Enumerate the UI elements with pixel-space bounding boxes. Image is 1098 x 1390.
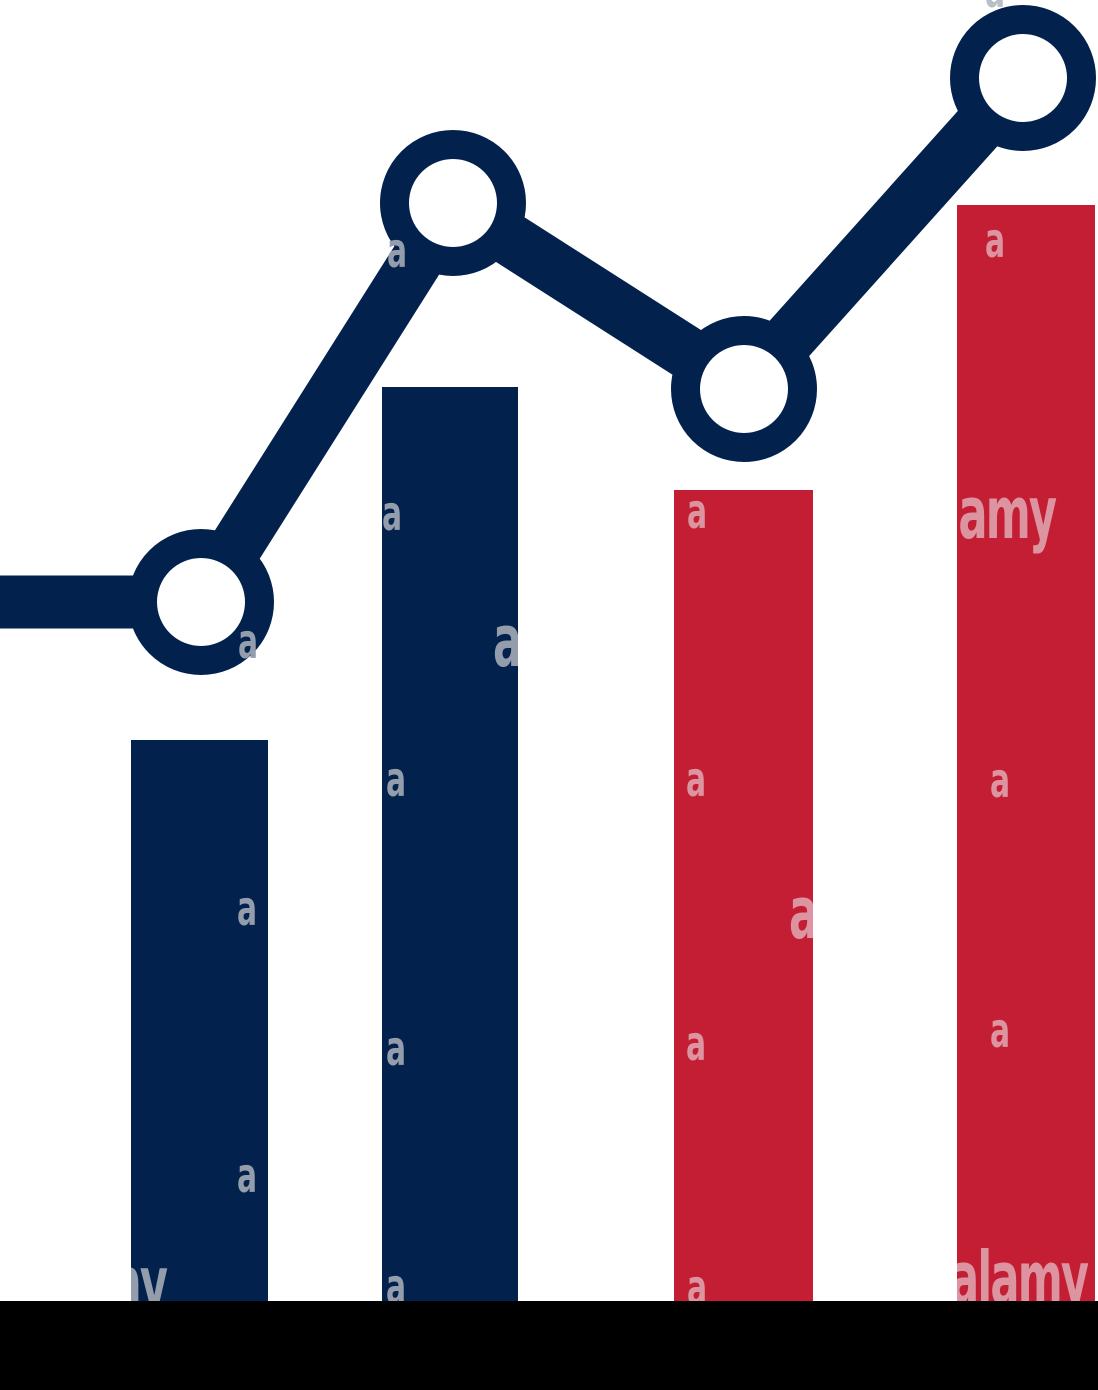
watermark-alamy: alamy bbox=[493, 599, 518, 683]
watermark-alamy: alamy bbox=[131, 1241, 168, 1301]
watermark-alamy: alamy bbox=[789, 877, 813, 949]
watermark-alamy: alamy bbox=[957, 471, 1057, 555]
bar-group: alamy alamy alamy alamy alamy bbox=[131, 205, 1095, 1301]
trend-node-2 bbox=[380, 130, 526, 276]
bar-2: alamy bbox=[382, 387, 518, 1301]
trend-line-chart-icon bbox=[0, 5, 1096, 675]
bar-3: alamy bbox=[674, 490, 813, 1301]
footer-strip: alamy Image ID: 2CG1DDT www.alamy.com bbox=[0, 1301, 1098, 1390]
bar-1: alamy bbox=[131, 740, 268, 1301]
trend-node-3 bbox=[671, 316, 817, 462]
bar-4: alamy alamy bbox=[957, 205, 1095, 1301]
trend-node-4 bbox=[950, 5, 1096, 151]
trend-node-1 bbox=[128, 529, 274, 675]
watermark-alamy: alamy bbox=[957, 1236, 1089, 1301]
trend-line bbox=[0, 60, 1043, 629]
